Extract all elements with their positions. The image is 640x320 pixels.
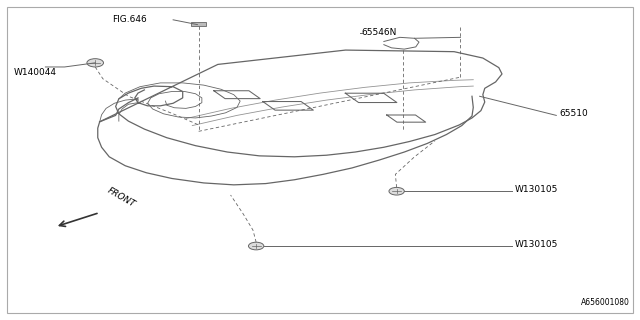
Circle shape <box>87 59 104 67</box>
Text: A656001080: A656001080 <box>581 298 630 307</box>
Circle shape <box>389 188 404 195</box>
Text: W130105: W130105 <box>515 186 558 195</box>
Text: W140044: W140044 <box>13 68 56 77</box>
Text: FRONT: FRONT <box>106 186 137 209</box>
Circle shape <box>248 242 264 250</box>
Text: 65546N: 65546N <box>362 28 397 37</box>
Polygon shape <box>191 22 206 26</box>
Text: FIG.646: FIG.646 <box>113 15 147 24</box>
Text: W130105: W130105 <box>515 240 558 249</box>
Text: 65510: 65510 <box>559 109 588 118</box>
